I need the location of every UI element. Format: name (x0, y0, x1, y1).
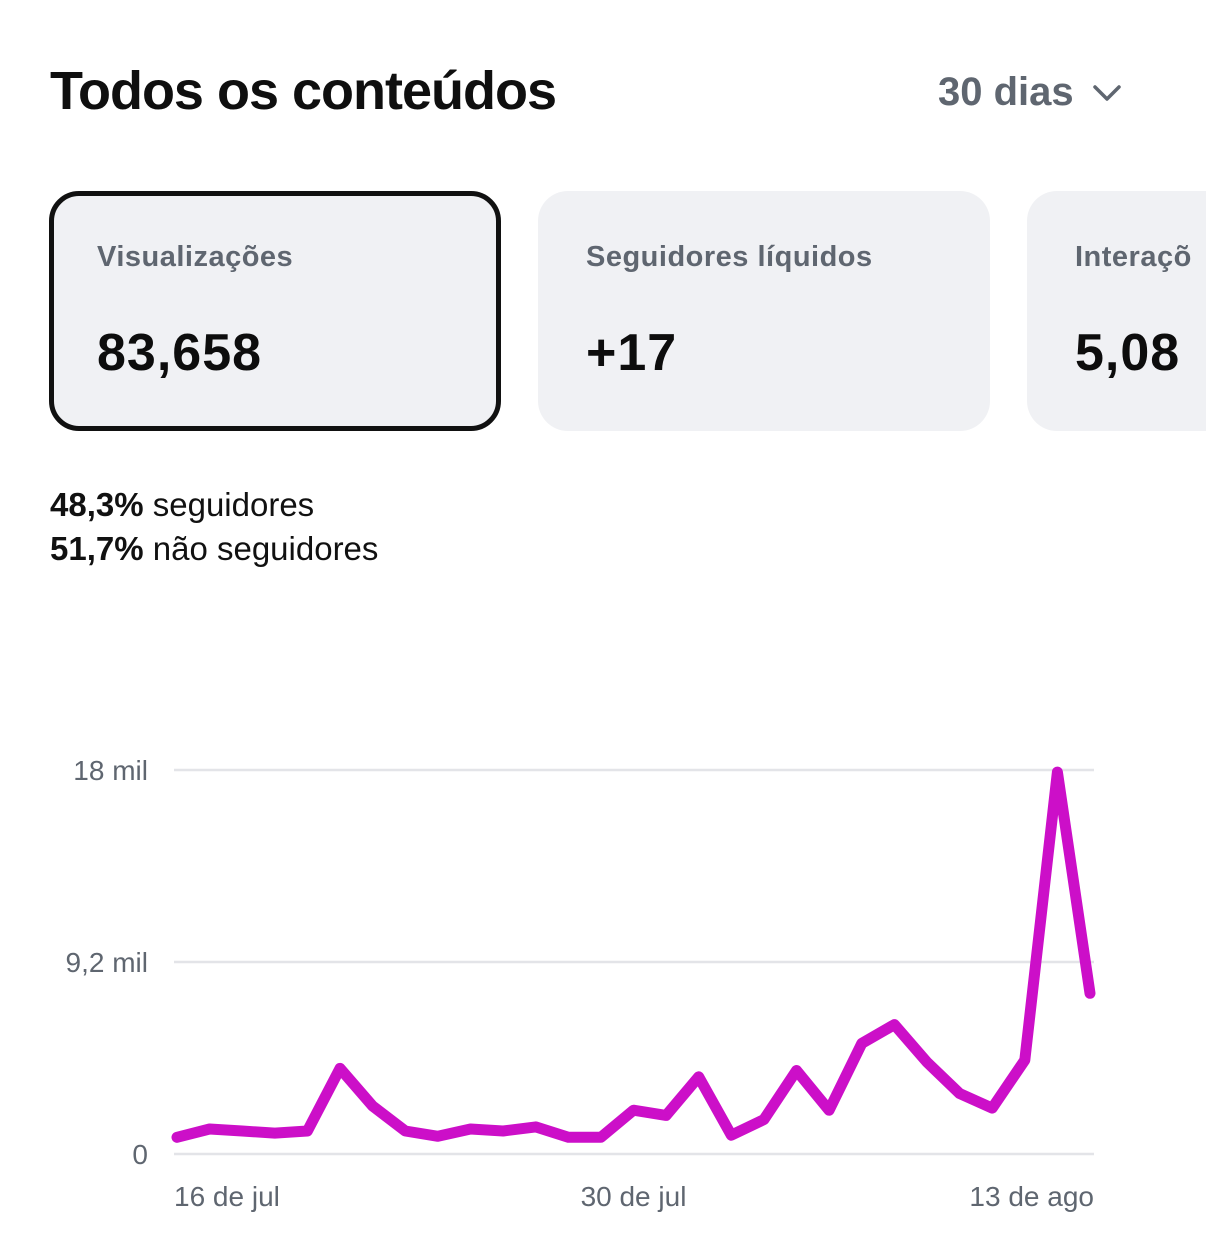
followers-row: 48,3% seguidores (50, 483, 378, 527)
metric-card-label: Visualizações (97, 241, 294, 273)
data-point (306, 1130, 309, 1133)
followers-percent: 48,3% (50, 486, 144, 523)
y-tick-label: 0 (132, 1139, 148, 1170)
metric-cards: Visualizações 83,658 Seguidores líquidos… (0, 0, 1206, 440)
data-point (730, 1134, 733, 1137)
period-dropdown[interactable]: 30 dias (938, 70, 1122, 115)
metric-card-net-followers[interactable]: Seguidores líquidos +17 (538, 191, 990, 431)
data-point (795, 1069, 798, 1072)
x-tick-label: 30 de jul (581, 1181, 687, 1212)
data-point (762, 1118, 765, 1121)
data-point (273, 1132, 276, 1135)
metric-card-interactions[interactable]: Interaçõ 5,08 (1027, 191, 1206, 431)
data-point (991, 1107, 994, 1110)
followers-label: seguidores (143, 486, 315, 523)
nonfollowers-percent: 51,7% (50, 530, 144, 567)
data-point (925, 1061, 928, 1064)
chart-gridlines (174, 768, 1094, 1156)
data-point (599, 1136, 602, 1139)
data-point (665, 1114, 668, 1117)
data-point (632, 1109, 635, 1112)
data-point (1056, 771, 1059, 774)
metric-card-value: +17 (586, 324, 678, 382)
data-point (241, 1130, 244, 1133)
data-point (860, 1042, 863, 1045)
views-series-line (171, 766, 1096, 1143)
metric-card-value: 5,08 (1075, 324, 1181, 382)
data-point (469, 1127, 472, 1130)
period-label: 30 dias (938, 70, 1074, 114)
y-tick-label: 18 mil (73, 755, 148, 786)
nonfollowers-row: 51,7% não seguidores (50, 527, 378, 571)
data-point (339, 1067, 342, 1070)
chevron-down-icon (1092, 84, 1121, 101)
chart-series (171, 766, 1096, 1143)
nonfollowers-label: não seguidores (143, 530, 379, 567)
audience-breakdown: 48,3% seguidores 51,7% não seguidores (50, 483, 378, 571)
data-point (534, 1125, 537, 1128)
data-point (567, 1136, 570, 1139)
chart-y-axis: 0 9,2 mil 18 mil (66, 755, 148, 1170)
metric-card-label: Interaçõ (1075, 241, 1192, 273)
metric-card-value: 83,658 (97, 324, 263, 382)
views-line-chart: 0 9,2 mil 18 mil 16 de jul 30 de jul 13 de a… (66, 755, 1096, 1212)
data-point (502, 1130, 505, 1133)
data-point (208, 1127, 211, 1130)
chart-x-axis: 16 de jul 30 de jul 13 de ago (174, 1181, 1094, 1212)
data-point (893, 1023, 896, 1026)
y-tick-label: 9,2 mil (66, 947, 148, 978)
data-point (1023, 1059, 1026, 1062)
metric-card-views[interactable]: Visualizações 83,658 (49, 191, 501, 431)
data-point (176, 1136, 178, 1139)
data-point (697, 1075, 700, 1078)
data-point (958, 1092, 961, 1095)
data-point (828, 1109, 831, 1112)
data-point (404, 1130, 407, 1133)
data-point (436, 1135, 439, 1138)
page-title: Todos os conteúdos (50, 61, 557, 121)
metric-card-label: Seguidores líquidos (586, 241, 873, 273)
x-tick-label: 16 de jul (174, 1181, 280, 1212)
x-tick-label: 13 de ago (969, 1181, 1094, 1212)
data-point (1089, 992, 1091, 995)
data-point (371, 1105, 374, 1107)
